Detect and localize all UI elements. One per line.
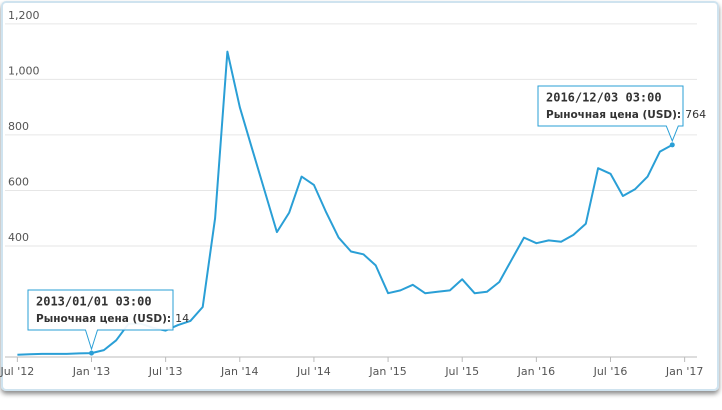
y-tick-label: 1,000 xyxy=(8,64,40,77)
tooltip-value: 764 xyxy=(685,108,706,121)
x-tick-label: Jan '13 xyxy=(72,365,110,378)
x-tick-label: Jan '16 xyxy=(517,365,555,378)
plot-area: 400 600 800 1,000 1,200 Jul '12 Jan '13 Jul '13… xyxy=(0,9,706,378)
tooltip-box xyxy=(537,85,684,143)
y-tick-label: 600 xyxy=(8,175,29,188)
tooltip-value: 14 xyxy=(175,312,189,325)
tooltip-label: Рыночная цена (USD): xyxy=(36,313,171,325)
tooltip-point xyxy=(89,350,94,356)
tooltip: 2016/12/03 03:00 Рыночная цена (USD): 764 xyxy=(537,85,706,148)
y-tick-label: 1,200 xyxy=(8,9,40,22)
y-tick-label: 800 xyxy=(8,120,29,133)
x-tick-label: Jan '15 xyxy=(368,365,406,378)
x-tick-label: Jul '12 xyxy=(0,365,34,378)
x-tick-label: Jul '16 xyxy=(593,365,628,378)
x-tick-label: Jul '15 xyxy=(444,365,479,378)
x-tick-label: Jul '13 xyxy=(148,365,183,378)
x-tick-label: Jan '14 xyxy=(220,365,258,378)
tooltip-date: 2016/12/03 03:00 xyxy=(546,91,662,105)
x-tick-label: Jul '14 xyxy=(296,365,331,378)
tooltip-date: 2013/01/01 03:00 xyxy=(36,295,152,309)
y-tick-label: 400 xyxy=(8,231,29,244)
x-tick-label: Jan '17 xyxy=(665,365,703,378)
tooltip-label: Рыночная цена (USD): xyxy=(546,109,681,121)
tooltip-point xyxy=(669,142,675,148)
tooltip-box xyxy=(27,289,174,351)
frame xyxy=(1,1,719,391)
tooltip: 2013/01/01 03:00 Рыночная цена (USD): 14 xyxy=(27,289,189,356)
